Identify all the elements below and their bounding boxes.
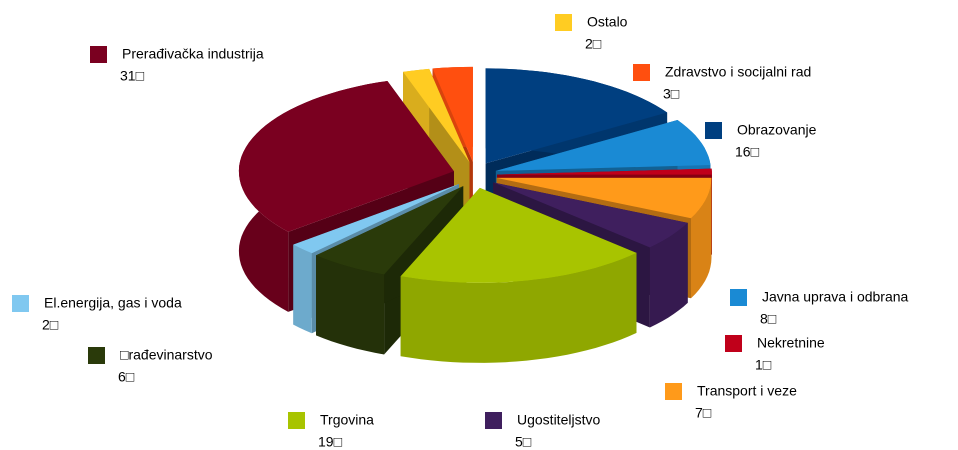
pie — [238, 66, 712, 363]
slice-value: 31□ — [120, 68, 145, 84]
slice — [497, 168, 712, 175]
slice — [493, 182, 688, 248]
slice-value: 19□ — [318, 434, 343, 450]
slice-value: 6□ — [118, 369, 135, 385]
slice-label: Ugostiteljstvo — [517, 412, 600, 428]
slice-label: Javna uprava i odbrana — [762, 289, 909, 305]
slice — [432, 66, 473, 162]
legend-swatch — [665, 383, 682, 400]
slice-value: 2□ — [585, 36, 602, 52]
slice — [485, 68, 668, 164]
legend-swatch — [88, 347, 105, 364]
legend-swatch — [555, 14, 572, 31]
slice-label: Prerađivačka industrija — [122, 46, 264, 62]
slice-side — [316, 255, 385, 355]
slice-value: 7□ — [695, 405, 712, 421]
slice-value: 8□ — [760, 311, 777, 327]
slice — [495, 120, 711, 171]
slice — [238, 81, 454, 232]
legend-swatch — [633, 64, 650, 81]
slice-label: Trgovina — [320, 412, 374, 428]
legend-swatch — [730, 289, 747, 306]
slice-side — [691, 177, 712, 299]
slice — [400, 187, 637, 283]
legend-swatch — [288, 412, 305, 429]
slice-value: 2□ — [42, 317, 59, 333]
legend-swatch — [12, 295, 29, 312]
legend-swatch — [725, 335, 742, 352]
slice-value: 16□ — [735, 144, 760, 160]
slice-side — [400, 252, 637, 363]
slice-label: Ostalo — [587, 14, 628, 30]
slice-label: Obrazovanje — [737, 122, 817, 138]
slice-label: Nekretnine — [757, 335, 825, 351]
slice-label: Transport i veze — [697, 383, 797, 399]
slice-value: 3□ — [663, 86, 680, 102]
slice-side — [649, 222, 688, 328]
slice-label: □rađevinarstvo — [120, 347, 213, 363]
slice — [293, 184, 459, 254]
slice — [496, 177, 712, 219]
slice — [316, 186, 464, 275]
slice-value: 5□ — [515, 434, 532, 450]
labels: Obrazovanje 16□ Javna uprava i odbrana 8□ Ne… — [12, 14, 909, 450]
legend-swatch — [90, 46, 107, 63]
slice-side — [293, 244, 312, 334]
slice — [403, 68, 470, 163]
slice-label: Zdravstvo i socijalni rad — [665, 64, 811, 80]
legend-swatch — [485, 412, 502, 429]
legend-swatch — [705, 122, 722, 139]
slice-value: 1□ — [755, 357, 772, 373]
slice-label: El.energija, gas i voda — [44, 295, 182, 311]
